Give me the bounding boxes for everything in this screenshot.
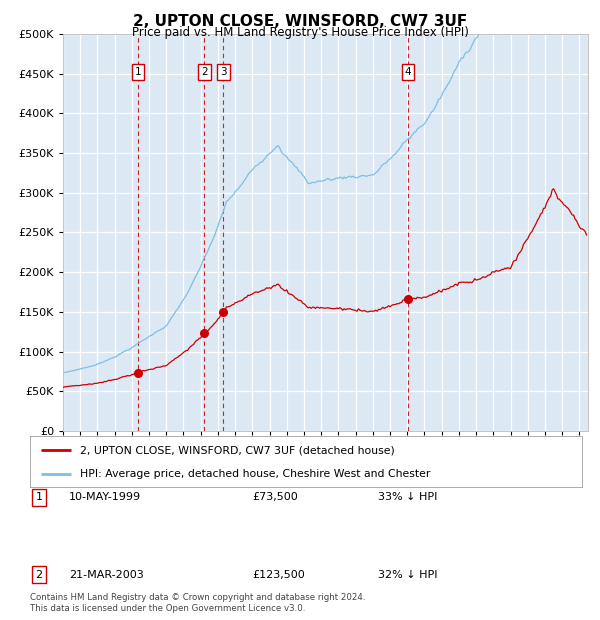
- Text: 2, UPTON CLOSE, WINSFORD, CW7 3UF (detached house): 2, UPTON CLOSE, WINSFORD, CW7 3UF (detac…: [80, 445, 394, 455]
- Text: £73,500: £73,500: [252, 492, 298, 502]
- Text: 3: 3: [220, 67, 227, 78]
- Text: Price paid vs. HM Land Registry's House Price Index (HPI): Price paid vs. HM Land Registry's House …: [131, 26, 469, 39]
- Text: 1: 1: [35, 492, 43, 502]
- Text: 33% ↓ HPI: 33% ↓ HPI: [378, 492, 437, 502]
- Text: Contains HM Land Registry data © Crown copyright and database right 2024.
This d: Contains HM Land Registry data © Crown c…: [30, 593, 365, 613]
- Text: HPI: Average price, detached house, Cheshire West and Chester: HPI: Average price, detached house, Ches…: [80, 469, 430, 479]
- Text: 4: 4: [405, 67, 412, 78]
- Text: 2: 2: [201, 67, 208, 78]
- Text: £123,500: £123,500: [252, 570, 305, 580]
- Text: 10-MAY-1999: 10-MAY-1999: [69, 492, 141, 502]
- Text: 21-MAR-2003: 21-MAR-2003: [69, 570, 144, 580]
- Text: 2, UPTON CLOSE, WINSFORD, CW7 3UF: 2, UPTON CLOSE, WINSFORD, CW7 3UF: [133, 14, 467, 29]
- Text: 1: 1: [135, 67, 142, 78]
- Text: 2: 2: [35, 570, 43, 580]
- Text: 32% ↓ HPI: 32% ↓ HPI: [378, 570, 437, 580]
